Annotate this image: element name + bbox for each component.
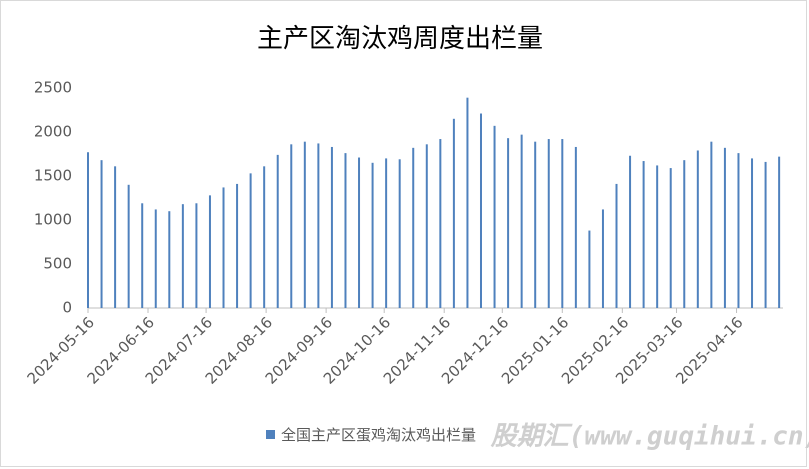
bar xyxy=(642,161,645,308)
bar xyxy=(534,141,537,308)
bar xyxy=(317,143,320,308)
watermark: 股期汇(www.guqihui.cn) xyxy=(490,422,809,452)
chart-title: 主产区淘汰鸡周度出栏量 xyxy=(257,24,543,54)
bar xyxy=(764,161,767,308)
bar xyxy=(385,158,388,308)
bar xyxy=(466,97,469,309)
bar xyxy=(452,118,455,308)
bar xyxy=(87,152,89,308)
y-tick-label: 2000 xyxy=(34,123,72,141)
bar xyxy=(276,154,279,308)
bar xyxy=(358,157,361,308)
y-tick-label: 2500 xyxy=(34,79,72,97)
bar xyxy=(479,113,482,309)
legend-swatch xyxy=(266,430,275,439)
legend-label: 全国主产区蛋鸡淘汰鸡出栏量 xyxy=(281,426,476,444)
y-tick-label: 0 xyxy=(62,299,72,317)
bar xyxy=(669,168,672,308)
y-tick-label: 1000 xyxy=(34,211,72,229)
bar xyxy=(249,173,252,308)
bar xyxy=(127,184,130,308)
bar xyxy=(100,160,103,308)
bar xyxy=(778,156,781,308)
bar xyxy=(344,153,347,308)
bar xyxy=(439,139,442,308)
bar xyxy=(561,139,564,308)
bar xyxy=(290,144,293,308)
bar xyxy=(656,165,659,308)
bar xyxy=(154,209,157,308)
y-tick-label: 500 xyxy=(43,255,72,273)
bar xyxy=(208,195,211,308)
bar xyxy=(696,150,699,308)
bar xyxy=(615,183,618,308)
bar xyxy=(574,146,577,308)
bar xyxy=(141,203,144,308)
bar xyxy=(425,144,428,308)
bar xyxy=(330,146,333,308)
bar xyxy=(710,141,713,308)
bar xyxy=(222,187,225,308)
bar xyxy=(412,147,415,308)
bar xyxy=(507,138,510,308)
bar xyxy=(181,204,184,308)
bar xyxy=(723,147,726,308)
bar xyxy=(114,166,117,308)
bar xyxy=(737,153,740,308)
bar xyxy=(588,230,591,308)
bar xyxy=(547,139,550,308)
bar xyxy=(303,141,306,308)
bar xyxy=(398,159,401,308)
bar xyxy=(520,134,523,308)
bar xyxy=(629,155,632,308)
y-tick-label: 1500 xyxy=(34,167,72,185)
bar xyxy=(168,211,171,308)
bar xyxy=(263,166,266,308)
bar xyxy=(493,125,496,308)
bar xyxy=(371,162,374,308)
bar xyxy=(751,158,754,308)
bar xyxy=(683,160,686,308)
bar xyxy=(236,183,239,308)
bar xyxy=(601,209,604,308)
bar xyxy=(195,203,198,308)
